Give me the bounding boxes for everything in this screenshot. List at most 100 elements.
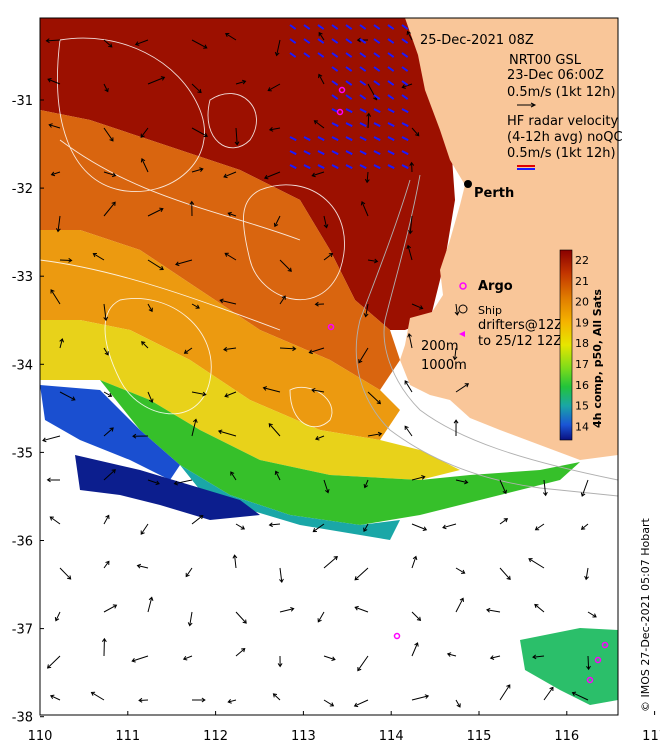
gsl-arrow [230,471,237,481]
gsl-arrow [587,611,597,618]
gsl-arrow [411,642,419,657]
gsl-arrow [317,611,325,623]
gsl-arrow [50,171,61,177]
gsl-arrow [191,167,204,173]
bathymetry-contours [355,174,618,497]
gsl-arrow [411,475,426,481]
gsl-arrow [407,333,413,349]
hf-arrow [359,122,367,128]
colorbar-tick-label: 18 [575,337,589,350]
gsl-arrow [227,211,237,217]
gsl-arrow [136,563,149,569]
gsl-arrow [404,425,413,437]
gsl-arrow [227,699,237,704]
gsl-arrow [217,429,237,437]
colorbar-ticks: 22 21 20 19 18 17 16 15 14 [575,254,589,433]
gsl-arrow [486,607,501,613]
gsl-arrow [103,127,114,142]
gsl-arrow [499,518,509,525]
hf-arrow [401,66,409,72]
hf-arrow [289,38,297,44]
gsl-arrow [409,161,415,173]
hf-arrow [331,94,339,100]
hf-arrow [289,24,297,30]
gsl-arrow [499,567,511,581]
gsl-arrow [191,514,204,525]
colorbar-tick-label: 16 [575,379,589,392]
hf-arrow [387,122,395,128]
gsl-arrow [363,303,369,318]
hf-radar-arrows [289,24,409,170]
gsl-arrow [272,693,281,701]
hf-arrow [373,136,381,142]
gsl-arrow [279,567,284,584]
gsl-arrow [48,123,61,129]
x-tick-label: 117 [642,729,660,744]
hf-arrow [401,122,409,128]
perth-marker [464,180,472,188]
hf-arrow [387,94,395,100]
x-tick-label: 114 [379,729,404,744]
gsl-arrow [147,303,153,313]
gsl-arrow [404,380,413,393]
gsl-arrow [411,127,420,137]
gsl-arrow [262,386,281,393]
hf-arrow [331,80,339,86]
gsl-arrow [308,347,325,355]
gsl-arrow [42,435,61,443]
gsl-arrow [279,259,292,272]
gsl-arrow [46,655,61,669]
x-tick-label: 115 [467,729,492,744]
gsl-arrow [173,479,193,486]
gsl-arrow [134,39,149,46]
hf-arrow [373,108,381,114]
hf-arrow [401,94,409,100]
gsl-arrow [46,477,61,483]
timestamp-label: 25-Dec-2021 08Z [420,33,534,48]
hf-arrow [359,24,367,30]
gsl-arrow [191,391,207,397]
gsl-arrow [235,648,246,657]
gsl-arrow [367,391,382,405]
gsl-arrow [411,303,424,310]
plot-frame [39,17,619,716]
gsl-arrow [183,347,193,354]
gsl-arrow [103,39,113,48]
gsl-arrow [279,346,297,352]
hf-arrow [401,150,409,156]
sst-amber [40,230,400,440]
gsl-arrow [101,637,107,657]
hf-arrow [373,122,381,128]
hf-arrow [373,80,381,86]
hf-arrow [317,38,325,44]
gsl-arrow [147,479,160,486]
sst-teal [180,465,400,540]
gsl-arrow [367,258,379,264]
x-tick-label: 113 [291,729,316,744]
hf-arrow [359,66,367,72]
contour-200-label: 200m [421,339,458,354]
gsl-arrow [318,31,325,41]
colorbar-tick-label: 15 [575,400,589,413]
gsl-arrow [353,699,369,708]
gsl-arrow [140,127,149,138]
gsl-arrow [323,252,334,261]
hf-arrow [289,136,297,142]
hf-arrow [387,164,395,170]
hf-arrow [401,80,409,86]
gsl-arrow [224,32,237,41]
colorbar-label: 4h comp, p50, All Sats [591,289,604,428]
hf-arrow [387,24,395,30]
gsl-arrow [267,83,281,92]
hf-arrow [401,24,409,30]
sst-green [100,380,580,525]
gsl-arrow [411,694,430,701]
hf-arrow [303,24,311,30]
hf-label-2: (4-12h avg) noQC [507,130,623,145]
colorbar-tick-label: 20 [575,296,589,309]
gsl-arrow [358,347,369,364]
hf-arrow [331,66,339,72]
gsl-arrow [59,338,65,349]
gsl-arrow [315,435,325,441]
gsl-arrow [580,479,589,497]
